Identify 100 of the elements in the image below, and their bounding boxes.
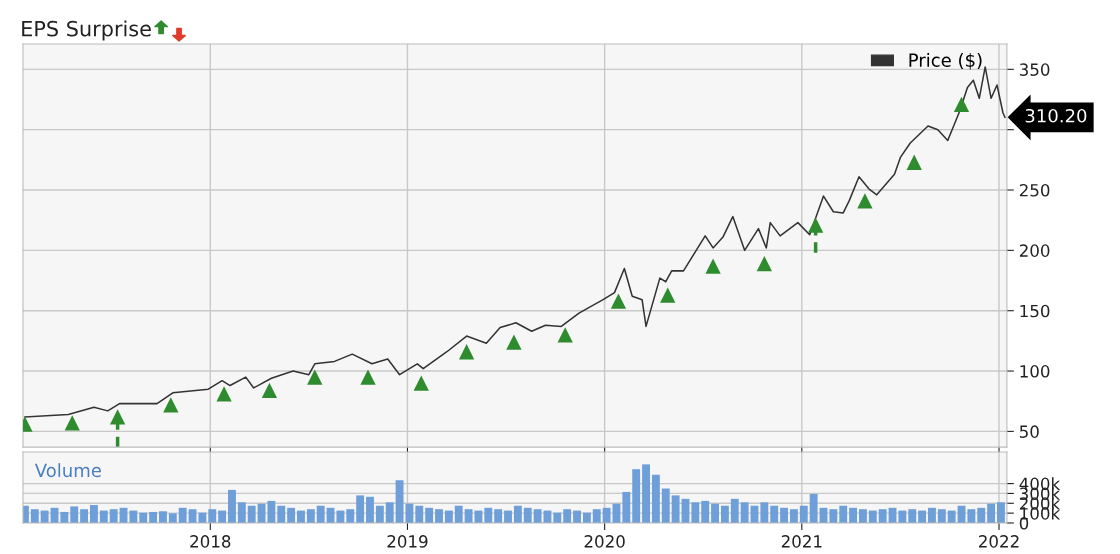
bar bbox=[632, 469, 641, 523]
y-tick-label: 350 bbox=[1019, 63, 1050, 76]
bar bbox=[60, 511, 69, 523]
bar bbox=[129, 510, 138, 523]
bar bbox=[563, 509, 572, 523]
bar bbox=[306, 509, 315, 523]
point bbox=[857, 193, 873, 209]
bar bbox=[454, 505, 463, 523]
bar bbox=[878, 509, 887, 523]
y-tick-label: 250 bbox=[1019, 183, 1050, 197]
bar bbox=[366, 496, 374, 523]
bar bbox=[375, 505, 384, 523]
point bbox=[413, 375, 429, 391]
bar bbox=[316, 505, 325, 523]
point bbox=[807, 217, 824, 233]
y-tick-label: 100 bbox=[1020, 365, 1050, 378]
bar bbox=[385, 502, 394, 523]
x-tick-label: 2018 bbox=[190, 535, 231, 548]
bar bbox=[228, 489, 236, 523]
bar bbox=[573, 510, 581, 523]
bar bbox=[701, 500, 710, 523]
bar bbox=[513, 505, 522, 523]
point bbox=[216, 386, 232, 402]
bar bbox=[691, 502, 700, 523]
point bbox=[360, 369, 376, 385]
bar bbox=[799, 505, 808, 523]
bar bbox=[484, 507, 493, 523]
y-tick-label: 200 bbox=[1019, 244, 1050, 257]
bar bbox=[178, 507, 187, 523]
bar bbox=[277, 505, 286, 523]
bar bbox=[90, 505, 98, 523]
bar bbox=[770, 505, 779, 523]
bar bbox=[523, 507, 532, 523]
bar bbox=[444, 510, 453, 523]
bar bbox=[30, 509, 39, 523]
point bbox=[953, 96, 970, 112]
point bbox=[109, 409, 126, 425]
bar bbox=[168, 513, 177, 523]
y-tick-label: 50 bbox=[1019, 425, 1039, 438]
bar bbox=[99, 510, 108, 523]
x-tick-label: 2020 bbox=[584, 535, 625, 548]
bar bbox=[730, 498, 739, 523]
bar bbox=[425, 507, 434, 523]
bar bbox=[918, 510, 927, 523]
bar bbox=[711, 503, 719, 523]
y-tick-label: 150 bbox=[1020, 304, 1050, 318]
x-tick-label: 2022 bbox=[979, 535, 1019, 548]
bar bbox=[740, 502, 749, 523]
bar bbox=[592, 509, 601, 523]
point bbox=[307, 369, 323, 385]
chart-title: EPS Surprise bbox=[22, 20, 151, 41]
bar bbox=[928, 507, 936, 523]
bar bbox=[898, 510, 907, 523]
bar bbox=[533, 509, 542, 523]
bar bbox=[218, 510, 227, 523]
bar bbox=[40, 510, 49, 523]
bar bbox=[839, 505, 848, 523]
bar bbox=[504, 510, 512, 523]
legend-label: Price ($) bbox=[909, 53, 982, 70]
bar bbox=[868, 510, 877, 523]
bar bbox=[977, 507, 986, 523]
bar bbox=[70, 506, 79, 523]
point bbox=[261, 382, 278, 398]
bar bbox=[208, 509, 217, 523]
point bbox=[458, 344, 475, 360]
bar bbox=[109, 509, 118, 523]
bar bbox=[159, 511, 167, 523]
bar bbox=[356, 495, 365, 523]
bar bbox=[267, 500, 276, 523]
bar bbox=[297, 510, 305, 523]
bar bbox=[415, 505, 424, 523]
bar bbox=[829, 509, 838, 523]
annotation: Volume bbox=[34, 463, 101, 478]
bar bbox=[859, 509, 867, 523]
bar bbox=[80, 509, 89, 523]
bar bbox=[987, 503, 996, 523]
bar bbox=[247, 505, 256, 523]
bar bbox=[849, 507, 858, 523]
bar bbox=[661, 488, 670, 523]
bar bbox=[435, 509, 443, 523]
bar bbox=[602, 507, 611, 523]
bar bbox=[908, 509, 917, 523]
bar bbox=[967, 509, 976, 523]
bar bbox=[947, 510, 956, 523]
bar bbox=[287, 507, 296, 523]
bar bbox=[809, 494, 818, 523]
bar bbox=[789, 509, 798, 523]
bar bbox=[149, 511, 158, 523]
bar bbox=[651, 474, 660, 523]
point bbox=[163, 397, 179, 413]
bar bbox=[720, 505, 729, 523]
point bbox=[705, 258, 721, 274]
point bbox=[756, 256, 772, 272]
x-tick-label: 2019 bbox=[387, 535, 428, 548]
bar bbox=[642, 464, 650, 523]
bar bbox=[760, 502, 769, 523]
bar bbox=[937, 509, 946, 523]
point bbox=[64, 415, 80, 431]
bar bbox=[780, 507, 789, 523]
bar bbox=[494, 509, 503, 523]
